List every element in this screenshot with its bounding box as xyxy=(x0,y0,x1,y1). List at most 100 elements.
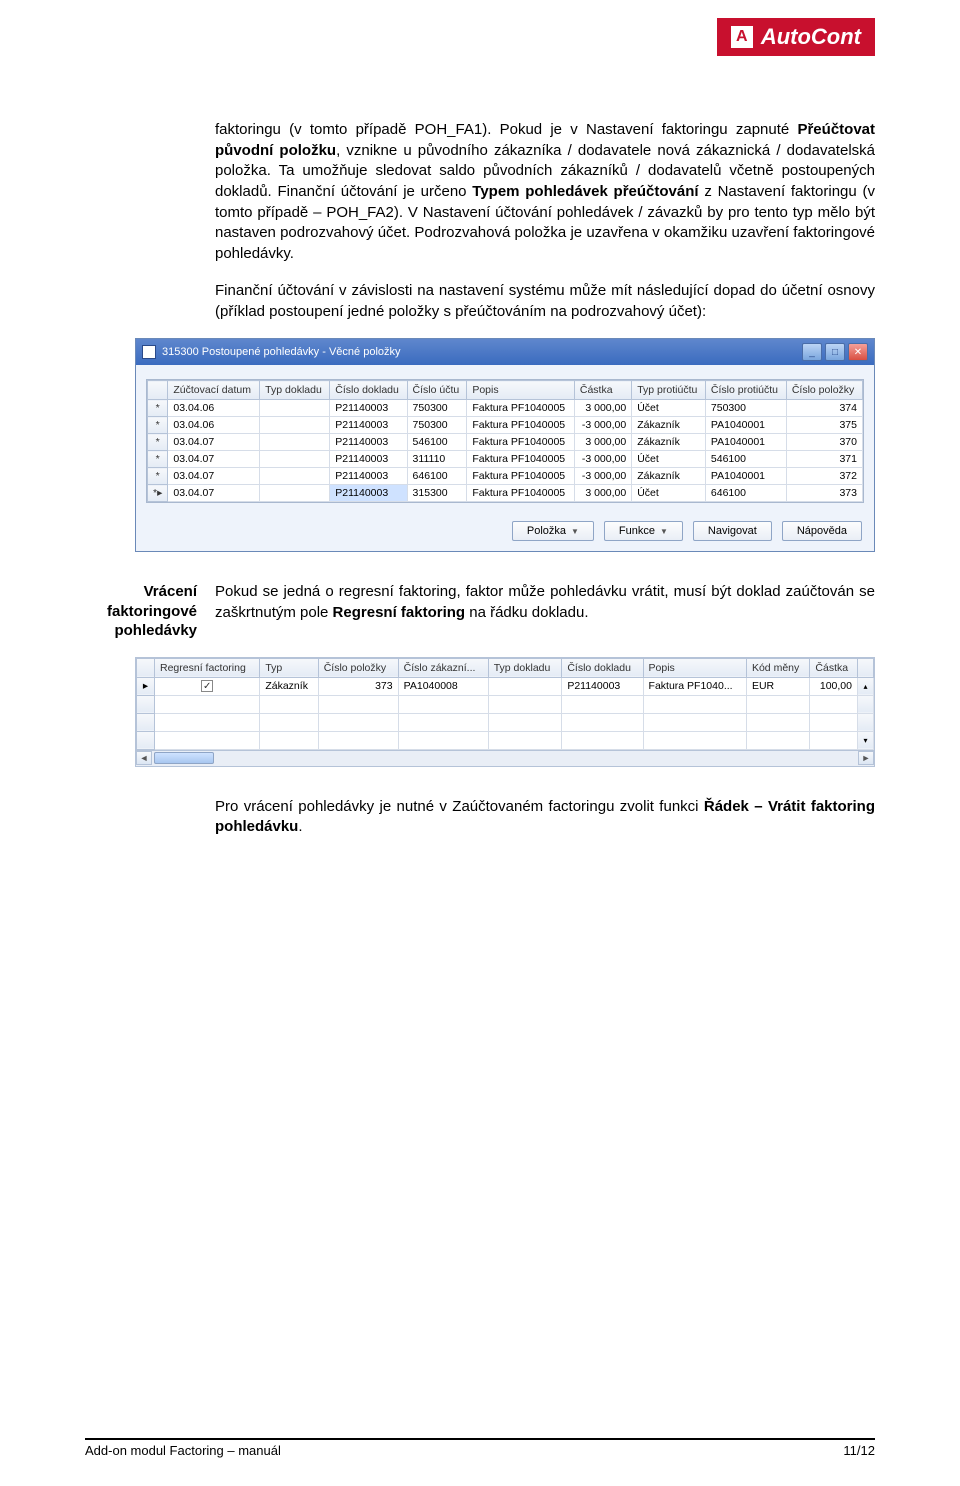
column-header[interactable]: Číslo zákazní... xyxy=(398,658,488,677)
cell[interactable]: 370 xyxy=(786,434,862,451)
cell[interactable]: EUR xyxy=(746,677,809,695)
cell[interactable]: 03.04.07 xyxy=(168,468,260,485)
cell[interactable]: 375 xyxy=(786,417,862,434)
minimize-button[interactable]: _ xyxy=(802,343,822,361)
table-row[interactable]: *▸03.04.07P21140003315300Faktura PF10400… xyxy=(148,485,863,502)
cell[interactable]: * xyxy=(148,400,168,417)
cell[interactable]: P21140003 xyxy=(330,451,407,468)
cell[interactable]: PA1040001 xyxy=(705,468,786,485)
cell[interactable]: 311110 xyxy=(407,451,467,468)
scroll-up-icon[interactable]: ▴ xyxy=(858,677,874,695)
scroll-thumb[interactable] xyxy=(154,752,214,764)
cell[interactable] xyxy=(260,434,330,451)
cell[interactable]: ▾ xyxy=(858,731,874,749)
cell[interactable]: P21140003 xyxy=(330,468,407,485)
toolbar-button[interactable]: Položka▼ xyxy=(512,521,594,541)
cell[interactable]: 750300 xyxy=(407,400,467,417)
column-header[interactable]: Číslo dokladu xyxy=(330,381,407,400)
cell[interactable] xyxy=(318,731,398,749)
cell[interactable]: Zákazník xyxy=(632,468,706,485)
cell[interactable]: PA1040001 xyxy=(705,417,786,434)
cell[interactable] xyxy=(260,451,330,468)
cell[interactable]: 374 xyxy=(786,400,862,417)
cell[interactable] xyxy=(643,713,746,731)
cell[interactable] xyxy=(488,731,562,749)
checkbox[interactable]: ✓ xyxy=(201,680,213,692)
cell[interactable] xyxy=(260,400,330,417)
column-header[interactable]: Číslo protiúčtu xyxy=(705,381,786,400)
cell[interactable] xyxy=(260,485,330,502)
cell[interactable]: 546100 xyxy=(407,434,467,451)
column-header[interactable]: Typ dokladu xyxy=(260,381,330,400)
cell[interactable] xyxy=(562,713,643,731)
cell[interactable]: PA1040001 xyxy=(705,434,786,451)
cell[interactable] xyxy=(260,695,318,713)
scroll-right-icon[interactable]: ► xyxy=(858,751,874,765)
toolbar-button[interactable]: Navigovat xyxy=(693,521,772,541)
cell[interactable]: 646100 xyxy=(705,485,786,502)
column-header[interactable]: Kód měny xyxy=(746,658,809,677)
cell[interactable] xyxy=(746,695,809,713)
table-row[interactable]: ▸✓Zákazník373PA1040008P21140003Faktura P… xyxy=(137,677,874,695)
table-row[interactable]: *03.04.06P21140003750300Faktura PF104000… xyxy=(148,400,863,417)
cell[interactable]: -3 000,00 xyxy=(574,417,631,434)
close-button[interactable]: ✕ xyxy=(848,343,868,361)
column-header[interactable]: Číslo dokladu xyxy=(562,658,643,677)
cell[interactable]: 371 xyxy=(786,451,862,468)
table-row[interactable]: *03.04.06 P21140003750300Faktura PF104000… xyxy=(148,417,863,434)
cell[interactable]: 03.04.07 xyxy=(168,485,260,502)
column-header[interactable]: Částka xyxy=(574,381,631,400)
maximize-button[interactable]: □ xyxy=(825,343,845,361)
cell[interactable]: * xyxy=(148,417,168,434)
cell[interactable]: * xyxy=(148,468,168,485)
cell[interactable]: 3 000,00 xyxy=(574,400,631,417)
cell[interactable]: -3 000,00 xyxy=(574,451,631,468)
cell[interactable] xyxy=(488,677,562,695)
cell[interactable]: P21140003 xyxy=(330,417,407,434)
column-header[interactable]: Číslo položky xyxy=(318,658,398,677)
cell[interactable] xyxy=(137,731,155,749)
cell[interactable]: Faktura PF1040... xyxy=(643,677,746,695)
cell[interactable]: 03.04.07 xyxy=(168,434,260,451)
cell[interactable]: 03.04.06 xyxy=(168,417,260,434)
cell[interactable]: *▸ xyxy=(148,485,168,502)
cell[interactable]: Faktura PF1040005 xyxy=(467,400,575,417)
cell[interactable]: 750300 xyxy=(705,400,786,417)
cell[interactable]: 03.04.07 xyxy=(168,451,260,468)
cell[interactable]: Zákazník xyxy=(632,417,706,434)
cell[interactable] xyxy=(746,731,809,749)
horizontal-scrollbar[interactable]: ◄ ► xyxy=(136,750,874,766)
cell[interactable]: 3 000,00 xyxy=(574,434,631,451)
ledger-table[interactable]: Zúčtovací datumTyp dokladuČíslo dokladuČ… xyxy=(147,380,863,502)
cell[interactable] xyxy=(398,731,488,749)
cell[interactable] xyxy=(488,695,562,713)
table-row[interactable]: *03.04.07P21140003546100Faktura PF104000… xyxy=(148,434,863,451)
column-header[interactable]: Typ protiúčtu xyxy=(632,381,706,400)
cell[interactable]: * xyxy=(148,451,168,468)
cell[interactable] xyxy=(260,417,330,434)
cell[interactable] xyxy=(398,713,488,731)
cell[interactable] xyxy=(398,695,488,713)
cell[interactable] xyxy=(155,713,260,731)
cell[interactable] xyxy=(858,713,874,731)
cell[interactable] xyxy=(810,695,858,713)
column-header[interactable] xyxy=(137,658,155,677)
cell[interactable] xyxy=(810,713,858,731)
cell[interactable]: Faktura PF1040005 xyxy=(467,417,575,434)
cell[interactable]: PA1040008 xyxy=(398,677,488,695)
cell[interactable]: * xyxy=(148,434,168,451)
cell[interactable]: 750300 xyxy=(407,417,467,434)
cell[interactable] xyxy=(810,731,858,749)
cell[interactable] xyxy=(318,713,398,731)
cell[interactable]: P21140003 xyxy=(330,400,407,417)
cell[interactable] xyxy=(562,695,643,713)
column-header[interactable]: Popis xyxy=(467,381,575,400)
cell[interactable] xyxy=(155,731,260,749)
cell[interactable]: Účet xyxy=(632,400,706,417)
cell[interactable]: Faktura PF1040005 xyxy=(467,434,575,451)
cell[interactable] xyxy=(260,731,318,749)
cell[interactable]: 546100 xyxy=(705,451,786,468)
titlebar[interactable]: 315300 Postoupené pohledávky - Věcné pol… xyxy=(136,339,874,365)
column-header[interactable]: Regresní factoring xyxy=(155,658,260,677)
column-header[interactable]: Popis xyxy=(643,658,746,677)
